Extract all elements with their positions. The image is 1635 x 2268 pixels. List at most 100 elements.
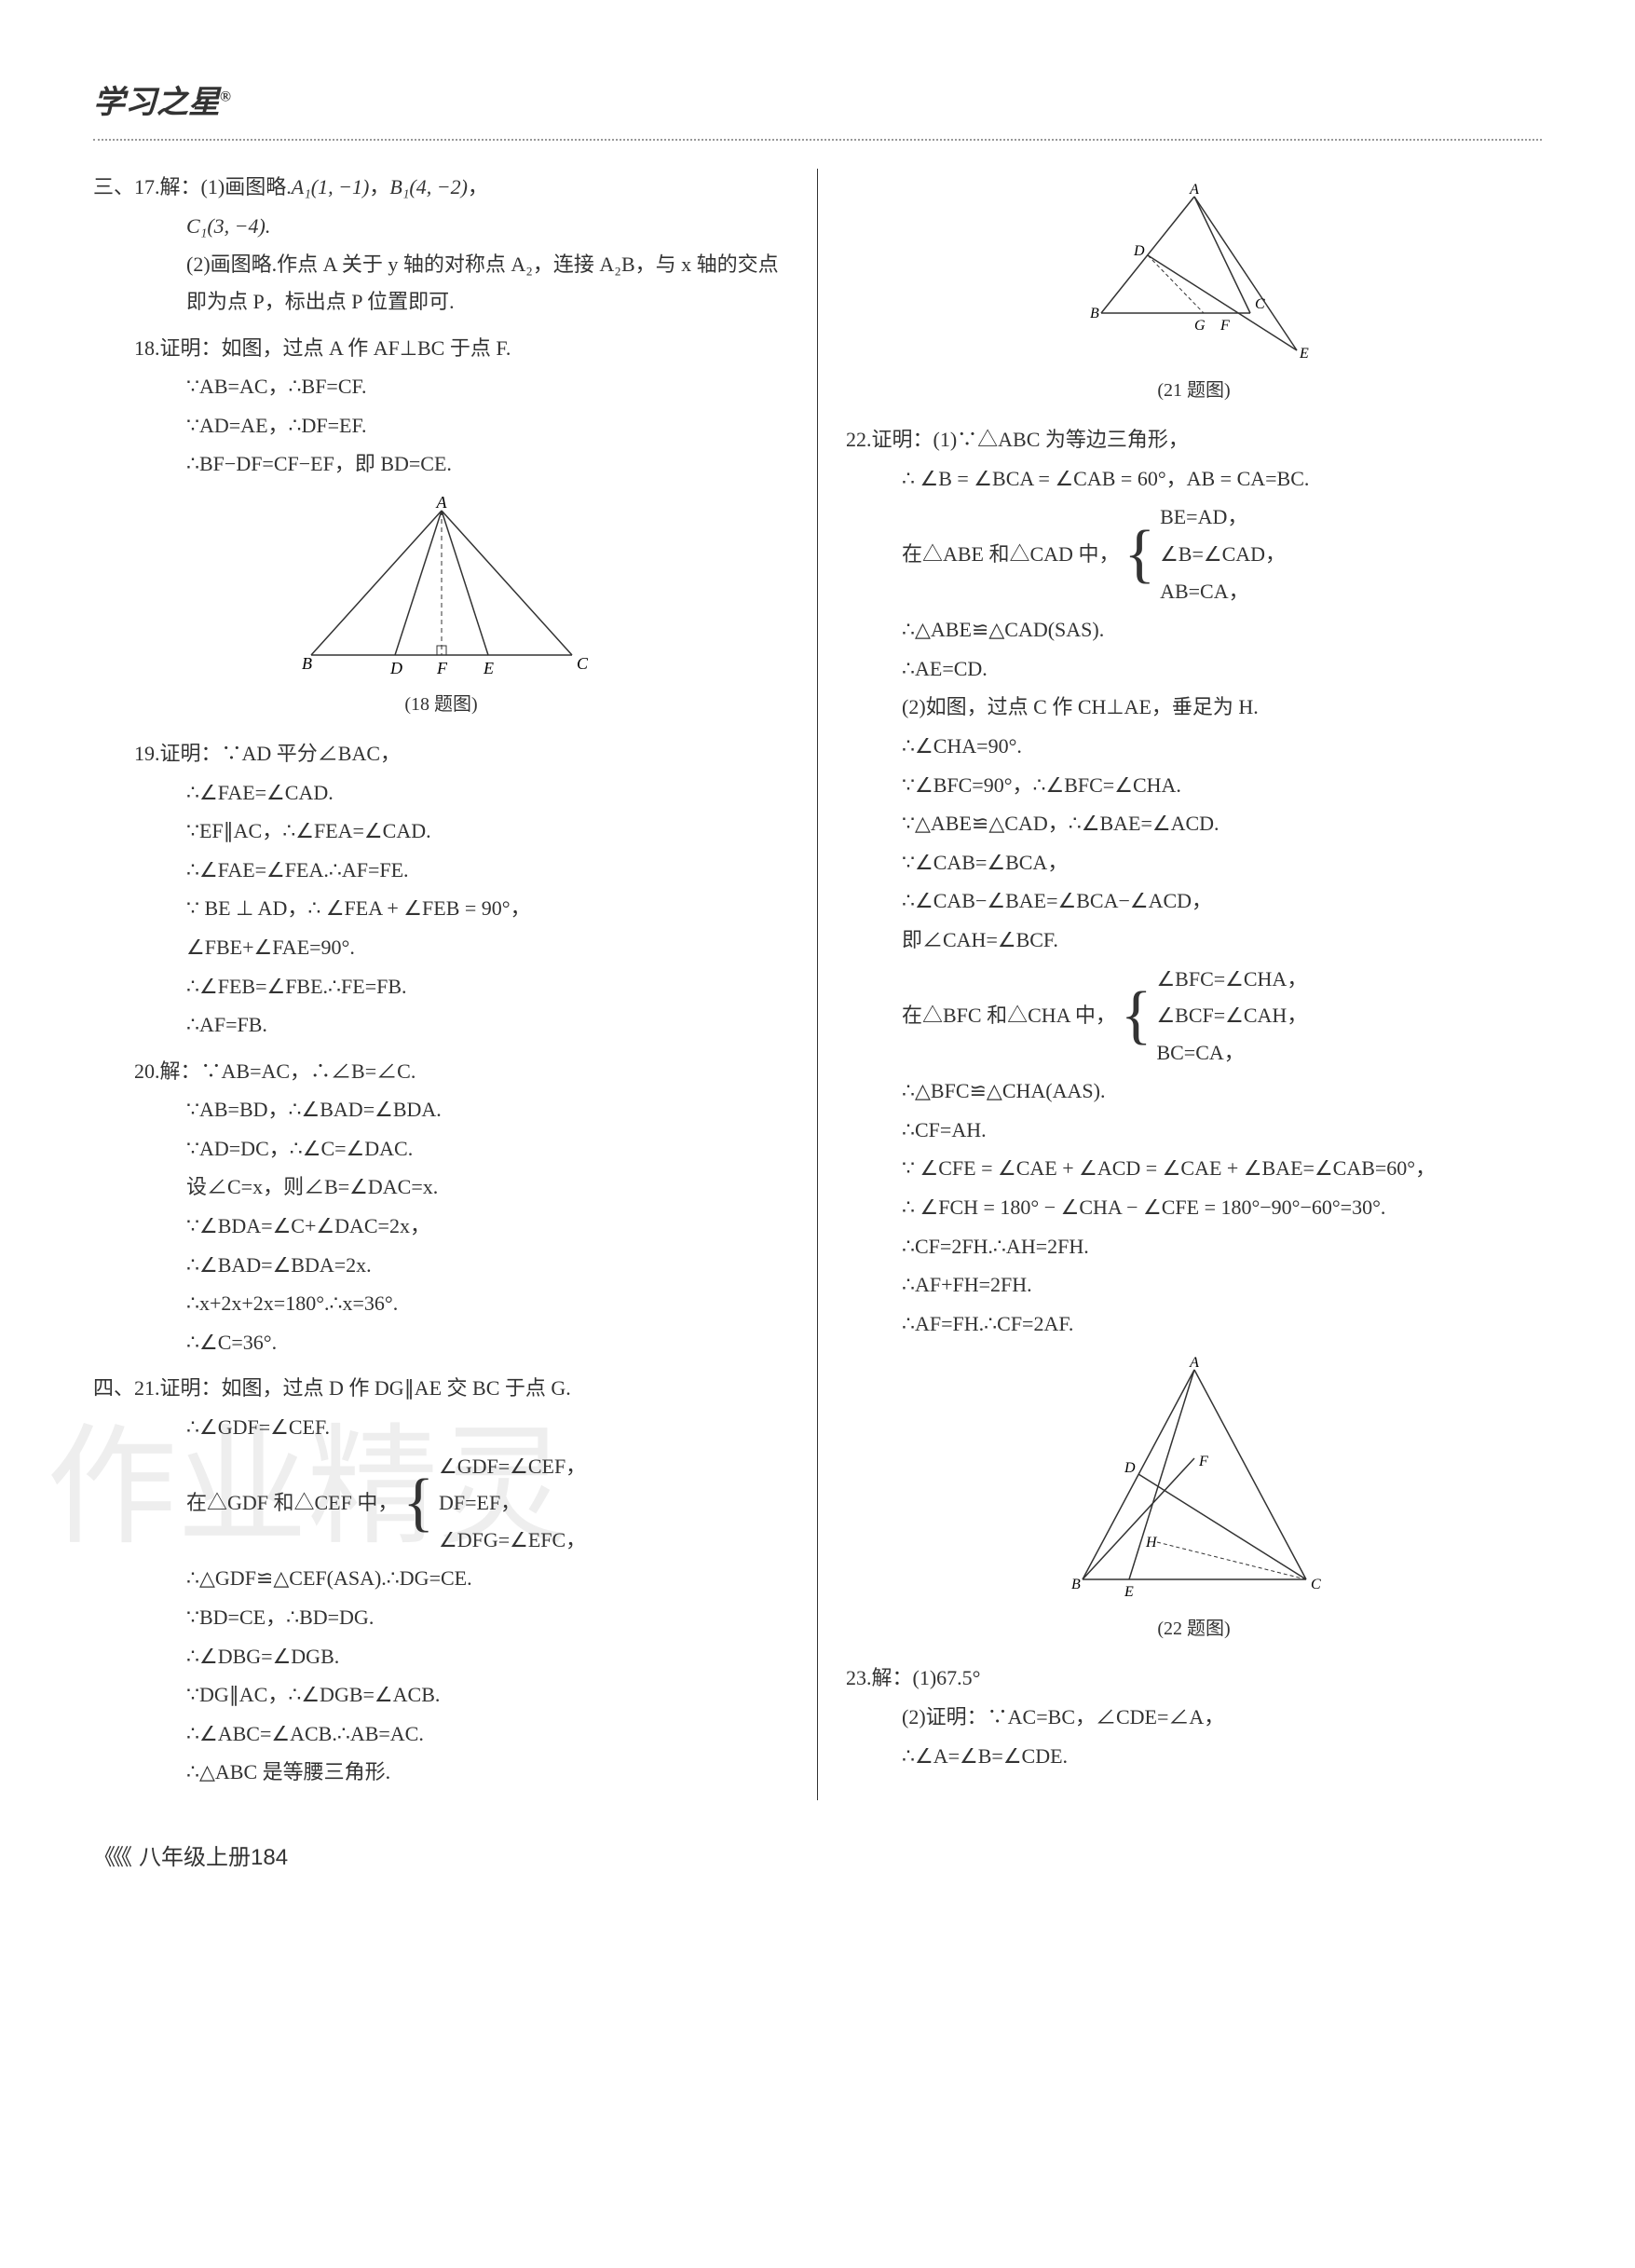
p18-diagram: A B C D F E (18 题图): [93, 497, 789, 721]
p21-brace: 在△GDF 和△CEF 中， { ∠GDF=∠CEF， DF=EF， ∠DFG=…: [93, 1448, 789, 1559]
p21-l4: ∴△GDF≌△CEF(ASA).∴DG=CE.: [93, 1560, 789, 1597]
p22-l12: 即∠CAH=∠BCF.: [846, 922, 1542, 959]
p21-label: 证明：: [160, 1376, 222, 1400]
svg-text:E: E: [483, 659, 494, 677]
svg-text:A: A: [1189, 183, 1199, 198]
p22-line1: 22.证明：(1)∵△ABC 为等边三角形，: [846, 421, 1542, 458]
title-text: 学习之星: [93, 86, 220, 120]
p21-l1: 如图，过点 D 作 DG∥AE 交 BC 于点 G.: [222, 1376, 571, 1400]
p19-l5: ∵ BE ⊥ AD，∴ ∠FEA + ∠FEB = 90°，: [93, 890, 789, 927]
p22-l6: 如图，过点 C 作 CH⊥AE，垂足为 H.: [926, 695, 1259, 718]
p22-brace1-l3: AB=CA，: [1160, 573, 1286, 610]
svg-text:B: B: [1071, 1577, 1081, 1592]
p22-l18: ∴CF=2FH.∴AH=2FH.: [846, 1228, 1542, 1265]
p18-l1: 如图，过点 A 作 AF⊥BC 于点 F.: [222, 336, 511, 360]
p23-num: 23.: [846, 1666, 872, 1689]
p22-l15: ∴CF=AH.: [846, 1112, 1542, 1149]
p22-num: 22.: [846, 428, 872, 451]
p22-brace2-l2: ∠BCF=∠CAH，: [1156, 997, 1307, 1034]
p22-label: 证明：: [872, 428, 933, 451]
p20-l8: ∴∠C=36°.: [93, 1324, 789, 1361]
p21-triangle-svg: A B C D E F G: [1055, 183, 1334, 369]
p18-l3: ∵AD=AE，∴DF=EF.: [93, 407, 789, 444]
title-superscript: ®: [220, 89, 231, 105]
p22-l16: ∵ ∠CFE = ∠CAE + ∠ACD = ∠CAE + ∠BAE=∠CAB=…: [846, 1150, 1542, 1187]
p22-part2: (2)如图，过点 C 作 CH⊥AE，垂足为 H.: [846, 689, 1542, 726]
p23-line1: 23.解：(1)67.5°: [846, 1660, 1542, 1697]
p19-num: 19.: [134, 742, 160, 765]
p22-diagram: A B C D E F H (22 题图): [846, 1356, 1542, 1646]
p17-part2-label: (2): [186, 253, 211, 276]
svg-text:E: E: [1299, 346, 1309, 362]
problem-21: 作业精灵 四、21.证明：如图，过点 D 作 DG∥AE 交 BC 于点 G. …: [93, 1370, 789, 1791]
p22-caption: (22 题图): [846, 1612, 1542, 1646]
p20-l6: ∴∠BAD=∠BDA=2x.: [93, 1247, 789, 1284]
p21-l5: ∵BD=CE，∴BD=DG.: [93, 1599, 789, 1636]
p17-line1: 三、17.解：(1)画图略.A₁(1, −1)，B₁(4, −2)，: [93, 169, 789, 206]
svg-text:F: F: [436, 659, 448, 677]
p18-triangle-svg: A B C D F E: [274, 497, 609, 683]
left-column: 三、17.解：(1)画图略.A₁(1, −1)，B₁(4, −2)， C₁(3,…: [93, 169, 818, 1800]
p17-B1: B₁(4, −2): [389, 175, 468, 198]
p21-l6: ∴∠DBG=∠DGB.: [93, 1638, 789, 1675]
p20-l5: ∵∠BDA=∠C+∠DAC=2x，: [93, 1208, 789, 1245]
svg-text:H: H: [1145, 1535, 1158, 1551]
p18-l2: ∵AB=AC，∴BF=CF.: [93, 368, 789, 405]
p23-part1-label: (1): [913, 1666, 937, 1689]
p17-part1-label: (1): [201, 175, 225, 198]
p22-brace1-l1: BE=AD，: [1160, 499, 1286, 536]
p19-l6: ∠FBE+∠FAE=90°.: [93, 929, 789, 966]
svg-text:C: C: [1255, 296, 1265, 312]
p18-line1: 三、18.证明：如图，过点 A 作 AF⊥BC 于点 F.: [93, 330, 789, 367]
p23-l2: ∴∠A=∠B=∠CDE.: [846, 1738, 1542, 1775]
p18-caption: (18 题图): [93, 688, 789, 721]
p23-part2-prefix: 证明：: [926, 1705, 988, 1728]
p23-part2-label: (2): [902, 1705, 926, 1728]
p19-l3: ∵EF∥AC，∴∠FEA=∠CAD.: [93, 813, 789, 850]
p20-l7: ∴x+2x+2x=180°.∴x=36°.: [93, 1285, 789, 1322]
svg-text:C: C: [577, 654, 589, 673]
p22-l3: 在△ABE 和△CAD 中，: [902, 536, 1119, 573]
p21-l7: ∵DG∥AC，∴∠DGB=∠ACB.: [93, 1676, 789, 1714]
p17-part2-text: 画图略.作点 A 关于 y 轴的对称点 A₂，连接 A₂B，与 x 轴的交点即为…: [186, 253, 779, 313]
p22-triangle-svg: A B C D E F H: [1036, 1356, 1353, 1607]
content-columns: 三、17.解：(1)画图略.A₁(1, −1)，B₁(4, −2)， C₁(3,…: [93, 169, 1542, 1800]
p21-caption: (21 题图): [846, 374, 1542, 407]
svg-text:G: G: [1194, 318, 1206, 334]
p18-label: 证明：: [160, 336, 222, 360]
page-header: 学习之星®: [93, 75, 1542, 141]
p20-label: 解：: [160, 1059, 201, 1083]
p17-num: 17.: [134, 175, 160, 198]
p20-l2: ∵AB=BD，∴∠BAD=∠BDA.: [93, 1091, 789, 1128]
p22-l11: ∴∠CAB−∠BAE=∠BCA−∠ACD，: [846, 882, 1542, 920]
p23-part1-text: 67.5°: [936, 1666, 980, 1689]
svg-text:D: D: [1133, 243, 1145, 259]
p19-line1: 三、19.证明：∵AD 平分∠BAC，: [93, 735, 789, 772]
right-column: A B C D E F G (21 题图) 22.证明：(1)∵△ABC 为等边…: [846, 169, 1542, 1800]
p17-C1: C₁(3, −4).: [186, 214, 270, 238]
p21-l3: 在△GDF 和△CEF 中，: [186, 1484, 398, 1522]
problem-23: 23.解：(1)67.5° (2)证明：∵AC=BC，∠CDE=∠A， ∴∠A=…: [846, 1660, 1542, 1774]
p19-l4: ∴∠FAE=∠FEA.∴AF=FE.: [93, 852, 789, 889]
footer-arrows: 《《《: [93, 1845, 129, 1870]
p22-l19: ∴AF+FH=2FH.: [846, 1266, 1542, 1304]
p21-brace-l1: ∠GDF=∠CEF，: [439, 1448, 586, 1485]
p22-l1: ∵△ABC 为等边三角形，: [957, 428, 1189, 451]
p21-diagram: A B C D E F G (21 题图): [846, 183, 1542, 407]
p17-label: 解：: [160, 175, 201, 198]
p23-part2: (2)证明：∵AC=BC，∠CDE=∠A，: [846, 1699, 1542, 1736]
p23-l1: ∵AC=BC，∠CDE=∠A，: [988, 1705, 1225, 1728]
problem-19: 三、19.证明：∵AD 平分∠BAC， ∴∠FAE=∠CAD. ∵EF∥AC，∴…: [93, 735, 789, 1044]
p17-part1-text: 画图略.: [225, 175, 292, 198]
p22-l7: ∴∠CHA=90°.: [846, 728, 1542, 765]
p17-C1-line: C₁(3, −4).: [93, 208, 789, 245]
p19-l7: ∴∠FEB=∠FBE.∴FE=FB.: [93, 968, 789, 1005]
p17-part2: (2)画图略.作点 A 关于 y 轴的对称点 A₂，连接 A₂B，与 x 轴的交…: [93, 246, 789, 320]
p19-l2: ∴∠FAE=∠CAD.: [93, 774, 789, 812]
p18-num: 18.: [134, 336, 160, 360]
p22-brace1-l2: ∠B=∠CAD，: [1160, 536, 1286, 573]
p21-l8: ∴∠ABC=∠ACB.∴AB=AC.: [93, 1715, 789, 1753]
p19-label: 证明：: [160, 742, 222, 765]
p22-part2-label: (2): [902, 695, 926, 718]
p20-l1: ∵AB=AC，∴∠B=∠C.: [201, 1059, 416, 1083]
